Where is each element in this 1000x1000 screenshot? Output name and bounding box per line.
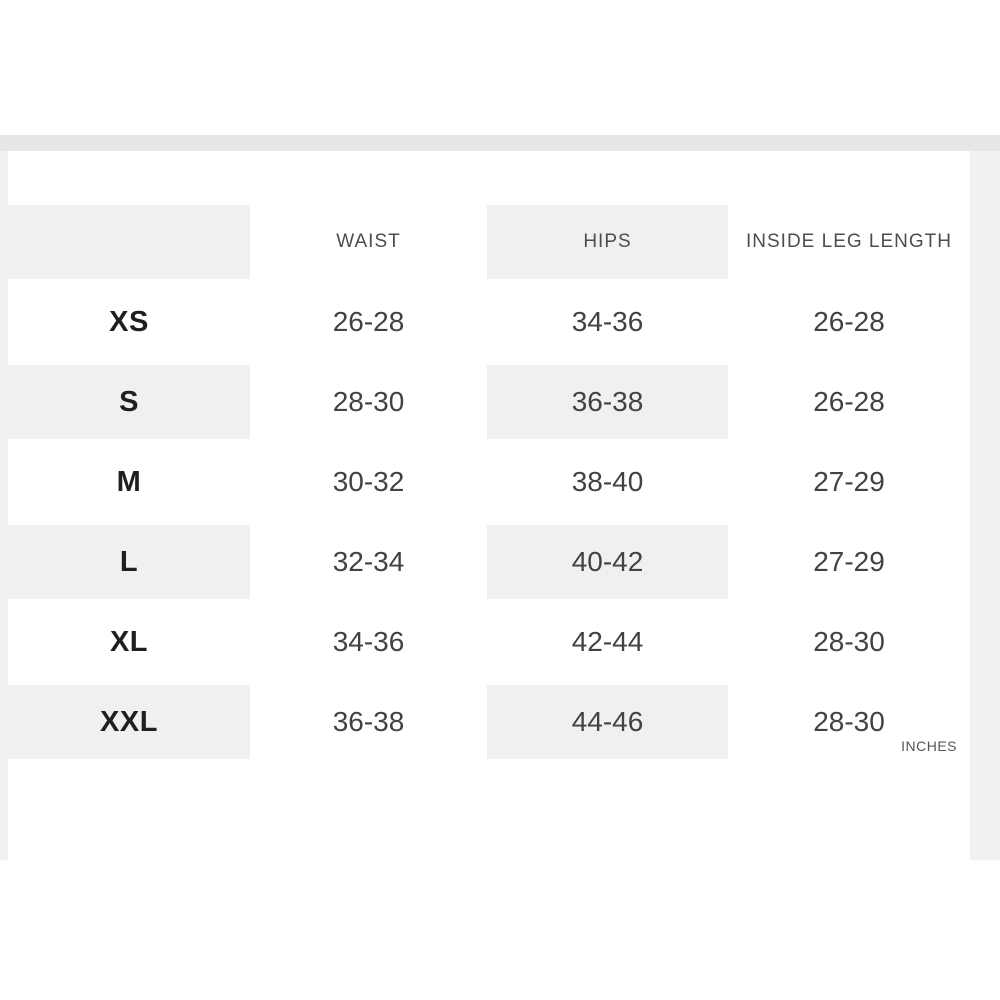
table-row: S 28-30 36-38 26-28: [8, 362, 970, 442]
cell-value-waist: 28-30: [332, 386, 405, 417]
table-cell: 36-38: [250, 682, 487, 762]
table-cell: 26-28: [250, 282, 487, 362]
cell-value-hips: 34-36: [571, 306, 644, 337]
table-cell: XXL: [8, 682, 250, 762]
table-cell: 28-30: [728, 602, 970, 682]
table-row: XL 34-36 42-44 28-30: [8, 602, 970, 682]
table-cell: 36-38: [487, 362, 728, 442]
section-divider-strip: [0, 135, 1000, 151]
cell-value-inside_leg_length: 26-28: [813, 306, 885, 337]
table-cell: 38-40: [487, 442, 728, 522]
table-cell: S: [8, 362, 250, 442]
table-row: M 30-32 38-40 27-29: [8, 442, 970, 522]
cell-value-inside_leg_length: 27-29: [813, 546, 885, 577]
table-cell: 28-30: [250, 362, 487, 442]
table-cell: WAIST: [250, 202, 487, 282]
size-label: XL: [109, 625, 149, 658]
table-cell: 27-29: [728, 442, 970, 522]
table-cell: 26-28: [728, 362, 970, 442]
size-chart-table: WAIST HIPS INSIDE LEG LENGTH XS 26-28 34-36 26…: [8, 202, 970, 762]
cell-value-hips: 36-38: [487, 365, 728, 439]
cell-value-hips: 38-40: [571, 466, 644, 497]
cell-value-waist: 30-32: [332, 466, 405, 497]
page-background-band: WAIST HIPS INSIDE LEG LENGTH XS 26-28 34-36 26…: [0, 135, 1000, 860]
table-cell: INSIDE LEG LENGTH: [728, 202, 970, 282]
table-cell: M: [8, 442, 250, 522]
size-guide-card: WAIST HIPS INSIDE LEG LENGTH XS 26-28 34-36 26…: [8, 151, 970, 860]
table-cell: L: [8, 522, 250, 602]
table-cell: 34-36: [487, 282, 728, 362]
cell-value-inside_leg_length: 28-30: [813, 626, 885, 657]
column-header: HIPS: [487, 205, 728, 279]
table-cell: 27-29: [728, 522, 970, 602]
size-label: XS: [109, 305, 149, 338]
table-row: L 32-34 40-42 27-29: [8, 522, 970, 602]
cell-value-hips: 40-42: [487, 525, 728, 599]
table-row: XS 26-28 34-36 26-28: [8, 282, 970, 362]
cell-value-hips: 42-44: [571, 626, 644, 657]
size-label: S: [8, 365, 250, 439]
cell-value-waist: 26-28: [332, 306, 405, 337]
table-cell: XL: [8, 602, 250, 682]
table-cell: 30-32: [250, 442, 487, 522]
cell-value-inside_leg_length: 28-30: [813, 706, 885, 737]
cell-value-inside_leg_length: 27-29: [813, 466, 885, 497]
size-label: M: [116, 465, 142, 498]
cell-value-waist: 36-38: [332, 706, 405, 737]
cell-value-inside_leg_length: 26-28: [813, 386, 885, 417]
table-cell: 26-28: [728, 282, 970, 362]
table-row: XXL 36-38 44-46 28-30: [8, 682, 970, 762]
size-label: XXL: [8, 685, 250, 759]
table-cell: [8, 202, 250, 282]
column-header: WAIST: [336, 231, 401, 252]
size-label: L: [8, 525, 250, 599]
table-cell: 32-34: [250, 522, 487, 602]
table-cell: 40-42: [487, 522, 728, 602]
table-cell: HIPS: [487, 202, 728, 282]
table-cell: 28-30: [728, 682, 970, 762]
table-header-row: WAIST HIPS INSIDE LEG LENGTH: [8, 202, 970, 282]
table-cell: 44-46: [487, 682, 728, 762]
column-header: INSIDE LEG LENGTH: [746, 231, 952, 252]
table-cell: 34-36: [250, 602, 487, 682]
cell-value-waist: 34-36: [332, 626, 405, 657]
cell-value-waist: 32-34: [332, 546, 405, 577]
cell-value-hips: 44-46: [487, 685, 728, 759]
header-cell-empty: [8, 205, 250, 279]
table-cell: 42-44: [487, 602, 728, 682]
units-label: INCHES: [901, 738, 957, 754]
table-cell: XS: [8, 282, 250, 362]
